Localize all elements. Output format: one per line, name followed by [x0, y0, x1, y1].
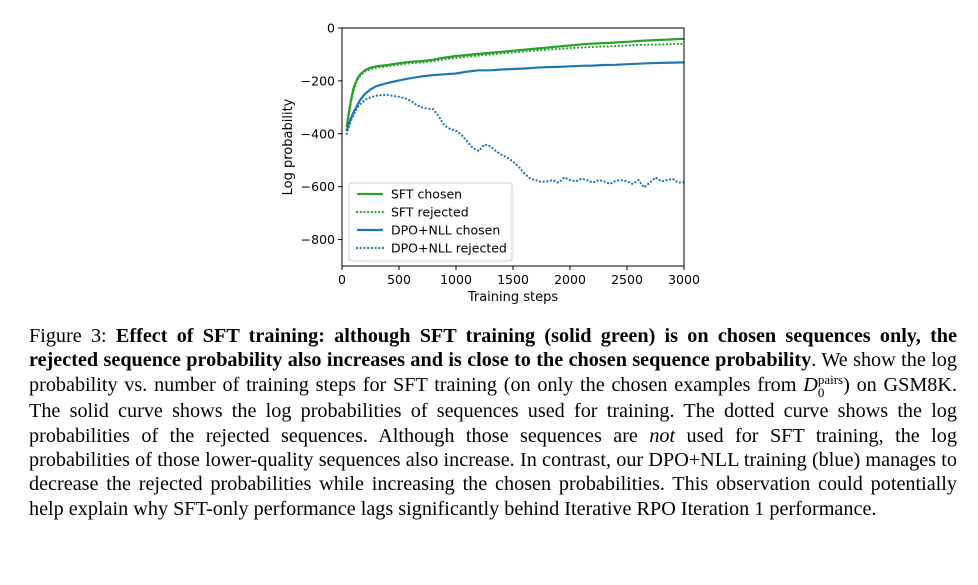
dataset-subscript: 0: [817, 385, 825, 401]
plot-area: [345, 37, 686, 189]
legend: SFT chosen SFT rejected DPO+NLL chosen DPO+…: [348, 182, 513, 262]
y-tick-label: −400: [301, 126, 335, 141]
x-tick-label: 500: [387, 272, 411, 287]
legend-label: SFT chosen: [391, 187, 462, 202]
caption-emphasis: not: [649, 424, 676, 447]
dataset-superscript: pairs: [817, 372, 844, 388]
chart-figure: 0 500 1000 1500 2000 2500 3000 0 −200 −400 −600 −80…: [281, 21, 700, 306]
series-line-sft-rejected: [345, 42, 686, 131]
legend-box: [348, 182, 513, 262]
line-chart: 0 500 1000 1500 2000 2500 3000 0 −200 −400 −600 −80…: [281, 21, 700, 306]
caption-text-part-1: We show the log probability vs. number o…: [29, 349, 957, 396]
x-tick-label: 1000: [440, 272, 472, 287]
caption-bold-period: .: [811, 349, 817, 372]
axes: 0 500 1000 1500 2000 2500 3000 0 −200 −400 −600 −80…: [281, 21, 700, 306]
series-line-dpo-nll-chosen: [345, 61, 685, 132]
legend-label: SFT rejected: [391, 205, 469, 220]
x-axis-label: Training steps: [467, 290, 559, 305]
y-tick-label: −800: [301, 232, 335, 247]
series-line-dpo-nll-rejected: [345, 93, 686, 189]
y-tick-label: 0: [327, 21, 335, 36]
series-line-sft-chosen: [345, 37, 685, 128]
legend-label: DPO+NLL rejected: [391, 241, 507, 256]
dataset-symbol-scripts: pairs 0: [818, 373, 843, 399]
figure-label: Figure 3:: [29, 325, 107, 347]
dataset-symbol: D: [803, 373, 818, 396]
y-tick-label: −600: [301, 179, 335, 194]
y-axis-label: Log probability: [281, 98, 296, 195]
y-tick-label: −200: [301, 73, 335, 88]
figure-caption: Figure 3: Effect of SFT training: althou…: [29, 324, 957, 521]
caption-text-part-2: ) on GSM8K. The solid curve shows the lo…: [29, 373, 957, 447]
caption-text-part-3: used for SFT training, the log probabili…: [29, 424, 957, 520]
x-tick-label: 0: [338, 272, 346, 287]
legend-label: DPO+NLL chosen: [391, 223, 500, 238]
x-tick-label: 2000: [554, 272, 586, 287]
x-tick-label: 2500: [611, 272, 643, 287]
x-tick-label: 3000: [668, 272, 700, 287]
x-tick-label: 1500: [497, 272, 529, 287]
caption-bold-summary: Effect of SFT training: although SFT tra…: [29, 325, 957, 372]
